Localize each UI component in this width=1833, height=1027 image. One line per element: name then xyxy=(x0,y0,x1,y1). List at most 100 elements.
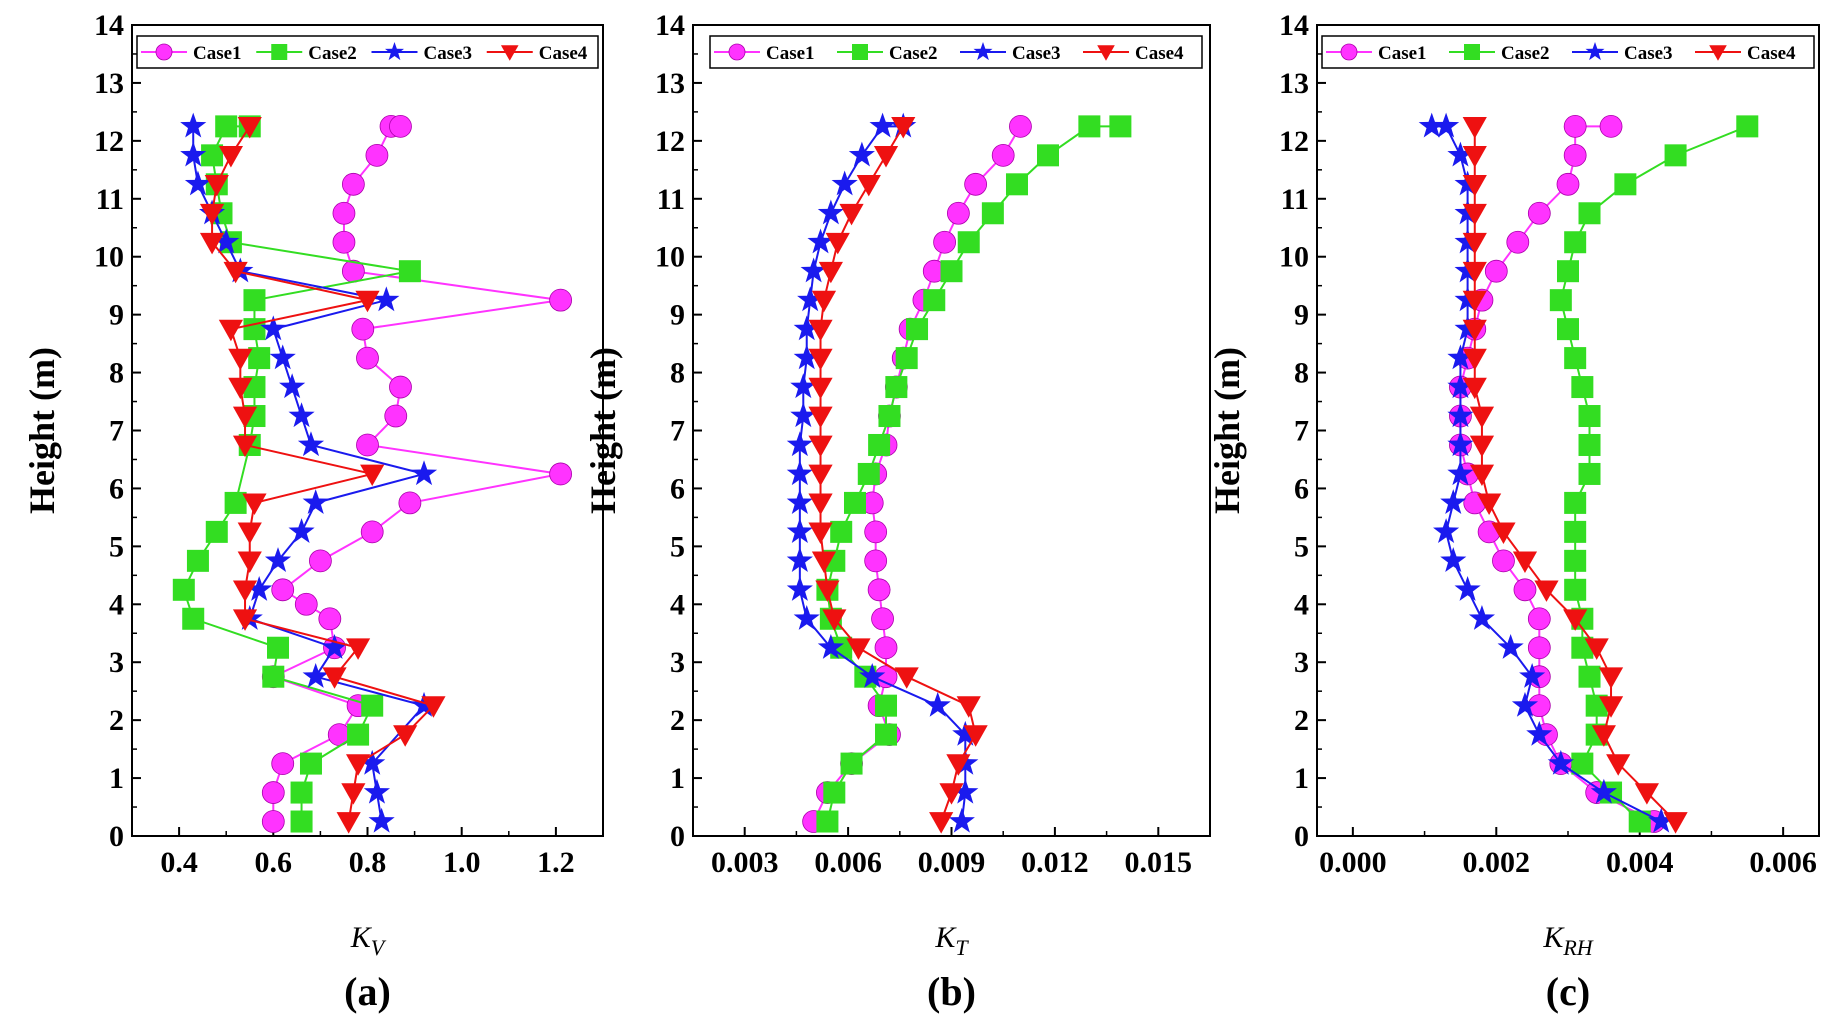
data-point xyxy=(1506,230,1530,254)
data-point xyxy=(1578,665,1601,688)
data-point xyxy=(1564,231,1587,254)
series-line xyxy=(1459,125,1655,823)
series-line xyxy=(812,125,1022,822)
y-tick-label: 2 xyxy=(109,704,124,737)
y-tick-label: 4 xyxy=(670,588,685,621)
data-point xyxy=(410,460,438,486)
legend-label: Case3 xyxy=(1012,43,1061,64)
data-point xyxy=(1736,115,1759,138)
data-point xyxy=(1469,435,1495,458)
legend-marker xyxy=(728,43,746,61)
data-point xyxy=(1454,576,1481,601)
data-point xyxy=(816,810,839,833)
legend-label: Case1 xyxy=(766,43,815,64)
data-point xyxy=(933,230,957,254)
series-case4 xyxy=(1462,117,1688,834)
legend-label: Case3 xyxy=(424,43,473,64)
series-case2 xyxy=(1549,115,1759,833)
data-point xyxy=(1462,319,1487,342)
data-point xyxy=(261,781,285,804)
legend-marker xyxy=(1340,43,1358,61)
y-tick-label: 9 xyxy=(1294,299,1309,332)
x-tick-label: 0.8 xyxy=(349,846,387,879)
data-point xyxy=(213,228,240,254)
data-point xyxy=(1606,754,1631,776)
data-point xyxy=(243,318,266,341)
x-axis-label: KT xyxy=(934,921,969,960)
x-tick-label: 1.0 xyxy=(443,846,481,879)
data-point xyxy=(264,547,292,572)
data-point xyxy=(271,578,295,602)
data-point xyxy=(891,117,916,139)
data-point xyxy=(1447,402,1474,428)
data-point xyxy=(1571,752,1594,775)
data-point xyxy=(1433,518,1460,543)
data-point xyxy=(365,143,389,167)
data-point xyxy=(811,551,837,573)
data-point xyxy=(1440,547,1467,572)
series-case2 xyxy=(816,115,1132,833)
x-tick-label: 0.006 xyxy=(1749,846,1817,879)
y-tick-label: 12 xyxy=(94,125,124,158)
data-point xyxy=(1492,549,1515,573)
y-tick-label: 8 xyxy=(1294,357,1309,390)
data-point xyxy=(322,667,347,689)
legend-marker xyxy=(155,43,173,61)
data-point xyxy=(237,117,262,139)
data-point xyxy=(1591,725,1616,747)
data-point xyxy=(1109,115,1132,138)
y-tick-label: 7 xyxy=(670,415,685,448)
data-point xyxy=(393,725,418,747)
y-tick-label: 8 xyxy=(670,357,685,390)
y-tick-label: 6 xyxy=(670,472,685,505)
data-point xyxy=(864,549,888,573)
data-point xyxy=(1447,373,1474,399)
data-point xyxy=(981,202,1004,225)
y-tick-label: 3 xyxy=(109,646,124,679)
legend-label: Case2 xyxy=(308,43,357,64)
data-point xyxy=(345,754,371,776)
data-point xyxy=(793,315,820,341)
legend-marker xyxy=(384,42,405,61)
legend-label: Case1 xyxy=(1378,43,1427,64)
data-point xyxy=(786,460,813,486)
data-point xyxy=(906,318,929,341)
data-point xyxy=(232,406,258,429)
data-point xyxy=(868,433,891,456)
data-point xyxy=(875,723,898,746)
data-point xyxy=(260,315,287,341)
data-point xyxy=(952,778,979,804)
y-tick-label: 7 xyxy=(109,415,124,448)
plot-frame xyxy=(692,24,1211,837)
data-point xyxy=(294,592,318,616)
data-point xyxy=(808,348,833,371)
data-point xyxy=(1462,174,1487,197)
data-point xyxy=(246,576,273,601)
data-point xyxy=(963,725,988,747)
data-point xyxy=(1468,605,1496,630)
data-point xyxy=(1556,172,1580,196)
legend-label: Case4 xyxy=(1747,43,1796,64)
y-tick-label: 3 xyxy=(1294,646,1309,679)
y-tick-label: 14 xyxy=(655,9,685,42)
data-point xyxy=(840,752,863,775)
y-tick-label: 14 xyxy=(1279,9,1309,42)
data-point xyxy=(199,232,225,255)
data-point xyxy=(389,375,412,399)
data-point xyxy=(180,141,207,167)
data-point xyxy=(846,638,871,660)
data-point xyxy=(269,344,296,370)
data-point xyxy=(262,665,285,688)
y-tick-label: 0 xyxy=(109,820,124,853)
data-point xyxy=(223,261,248,284)
data-point xyxy=(421,696,446,718)
data-point xyxy=(1433,112,1460,138)
data-point xyxy=(1519,662,1546,688)
data-point xyxy=(288,518,315,543)
data-point xyxy=(288,402,315,428)
data-point xyxy=(822,609,847,631)
x-tick-label: 1.2 xyxy=(537,846,575,879)
x-tick-label: 0.002 xyxy=(1463,846,1531,879)
